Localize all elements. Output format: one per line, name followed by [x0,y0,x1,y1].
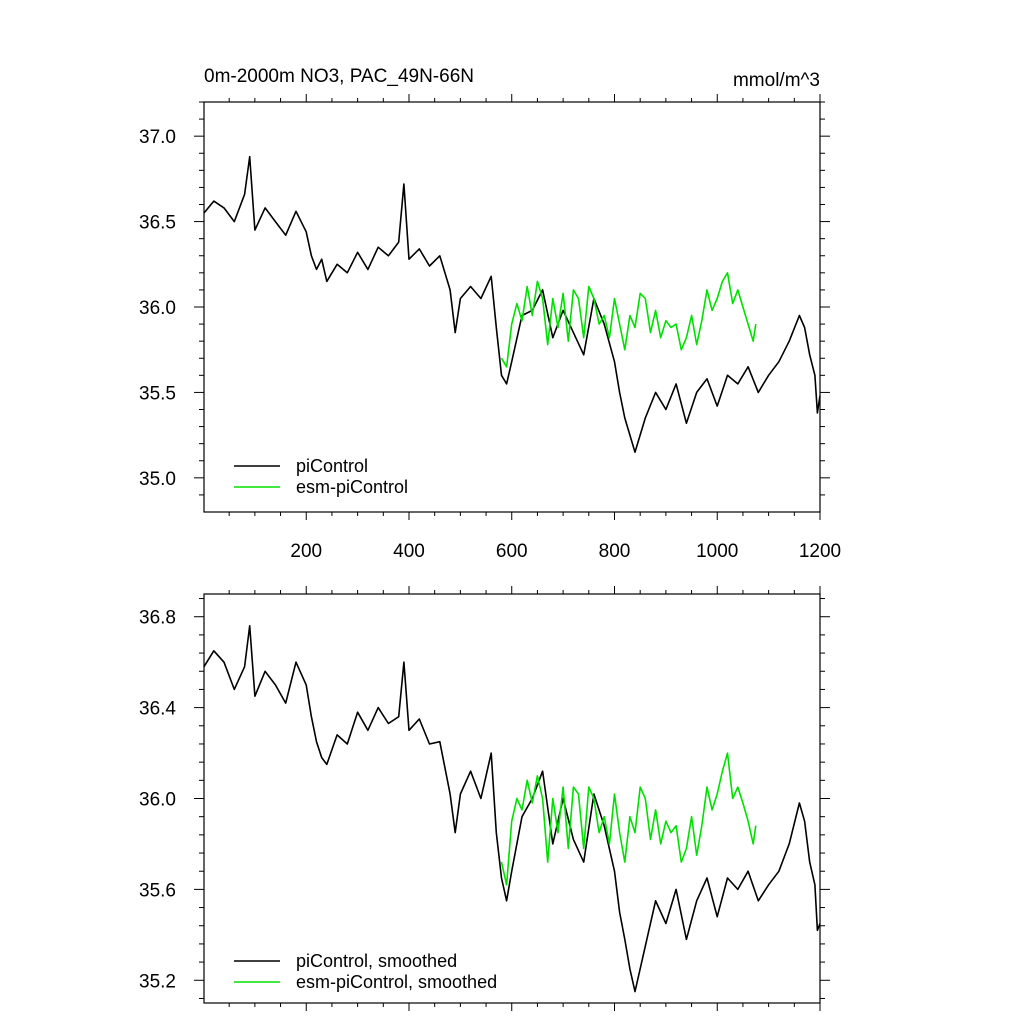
x-tick-label: 800 [599,541,631,562]
y-tick-label: 36.0 [139,790,176,811]
y-tick-label: 36.5 [139,213,176,234]
series-line-picontrol [203,625,821,993]
y-tick-label: 35.0 [139,469,176,490]
y-tick-label: 37.0 [139,127,176,148]
x-tick-label: 600 [496,541,528,562]
legend-label: piControl, smoothed [296,951,457,971]
top-panel: 200 400 600 800 1000 1200 35.0 35.5 36.0 36.5 37.0… [139,94,841,562]
bottom-panel: 35.2 35.6 36.0 36.4 36.8 piControl, smoothede… [139,586,830,1011]
y-tick-label: 35.2 [139,971,176,992]
legend-label: esm-piControl, smoothed [296,972,497,992]
legend-label: esm-piControl [296,477,408,497]
units-label: mmol/m^3 [733,70,820,91]
chart-title: 0m-2000m NO3, PAC_49N-66N [204,66,474,87]
y-tick-label: 35.6 [139,880,176,901]
y-tick-label: 36.8 [139,608,176,629]
series-line-esm-picontrol [500,752,757,886]
y-tick-label: 36.4 [139,699,176,720]
x-tick-label: 200 [290,541,322,562]
series-line-esm-picontrol [500,272,757,368]
legend-label: piControl [296,456,368,476]
y-tick-label: 35.5 [139,383,176,404]
x-tick-label: 1000 [696,541,738,562]
series-line-picontrol [203,155,821,453]
x-tick-label: 1200 [799,541,841,562]
x-tick-label: 400 [393,541,425,562]
y-tick-label: 36.0 [139,298,176,319]
